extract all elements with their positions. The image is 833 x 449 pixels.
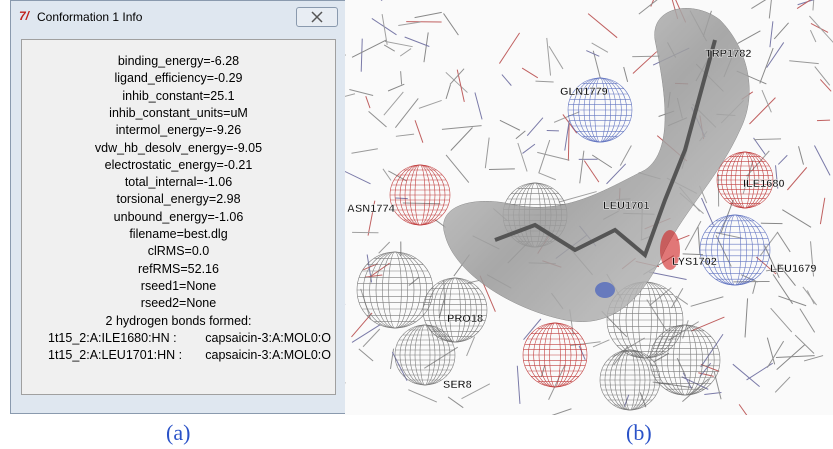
info-line: unbound_energy=-1.06: [22, 210, 335, 224]
polar-patch: [595, 282, 615, 298]
hbond-donor: 1t15_2:A:LEU1701:HN :: [48, 348, 182, 362]
residue-label: SER8: [443, 379, 472, 391]
residue-label: LEU1679: [770, 263, 816, 275]
info-line: refRMS=52.16: [22, 262, 335, 276]
info-line: inhib_constant=25.1: [22, 89, 335, 103]
info-line: 2 hydrogen bonds formed:: [22, 314, 335, 328]
residue-label: ASN1774: [347, 203, 396, 215]
info-line: total_internal=-1.06: [22, 175, 335, 189]
residue-label: LYS1702: [672, 256, 717, 268]
title-bar: 7/ Conformation 1 Info: [11, 1, 346, 33]
info-line: inhib_constant_units=uM: [22, 106, 335, 120]
close-button[interactable]: [296, 7, 338, 27]
residue-label: PRO18: [447, 313, 483, 325]
info-line: rseed1=None: [22, 279, 335, 293]
caption: (b): [626, 420, 652, 446]
residue-label: TRP1782: [705, 48, 751, 60]
residue-label: LEU1701: [603, 200, 649, 212]
info-line: binding_energy=-6.28: [22, 54, 335, 68]
hbond-acceptor: capsaicin-3:A:MOL0:O: [205, 331, 331, 345]
info-line: clRMS=0.0: [22, 244, 335, 258]
bond-stick: [489, 169, 515, 170]
info-line: ligand_efficiency=-0.29: [22, 71, 335, 85]
caption: (a): [166, 420, 190, 446]
info-line: torsional_energy=2.98: [22, 192, 335, 206]
info-line: filename=best.dlg: [22, 227, 335, 241]
info-line: vdw_hb_desolv_energy=-9.05: [22, 141, 335, 155]
hbond-donor: 1t15_2:A:ILE1680:HN :: [48, 331, 177, 345]
page: 7/ Conformation 1 Info binding_energy=-6…: [0, 0, 833, 449]
app-icon: 7/: [19, 9, 29, 23]
residue-label: GLN1779: [560, 86, 608, 98]
info-line: intermol_energy=-9.26: [22, 123, 335, 137]
bond-stick: [395, 198, 407, 199]
info-panel: binding_energy=-6.28 ligand_efficiency=-0…: [21, 39, 336, 395]
dialog: 7/ Conformation 1 Info binding_energy=-6…: [10, 0, 347, 414]
residue-label: ILE1680: [743, 178, 785, 190]
hbond-acceptor: capsaicin-3:A:MOL0:O: [205, 348, 331, 362]
dialog-title: Conformation 1 Info: [37, 10, 142, 24]
info-line: electrostatic_energy=-0.21: [22, 158, 335, 172]
docking-view: TRP1782 GLN1779 ILE1680 ASN1774 LEU1701 LYS17…: [345, 0, 833, 415]
info-line: rseed2=None: [22, 296, 335, 310]
